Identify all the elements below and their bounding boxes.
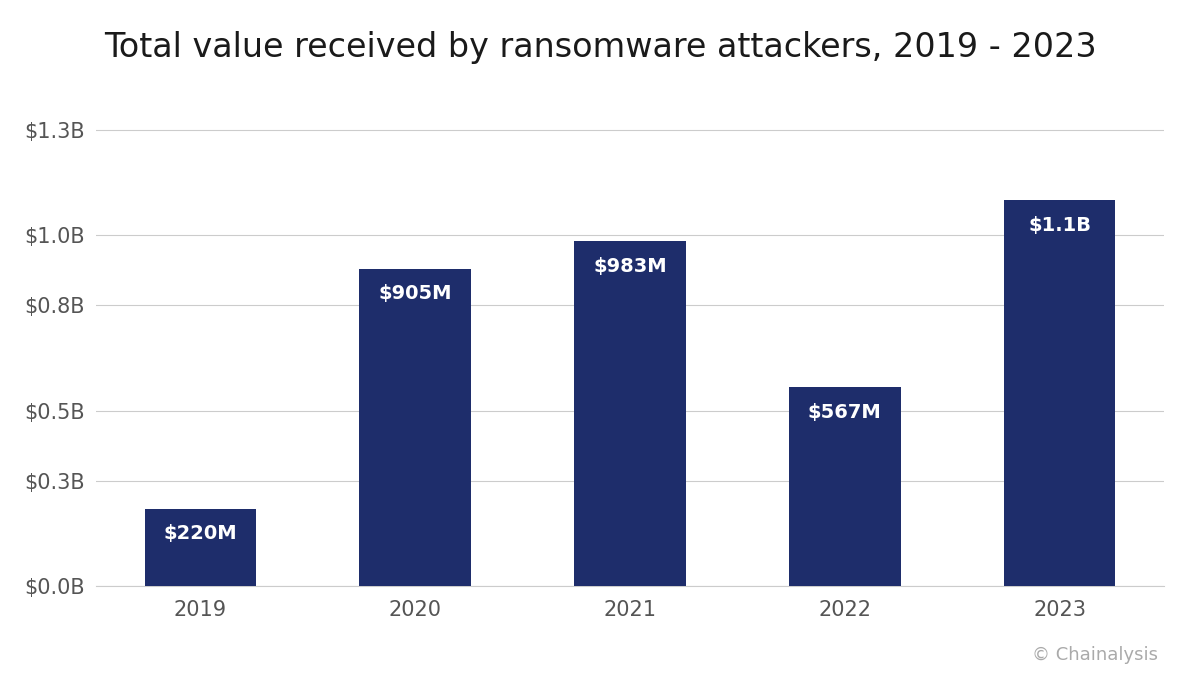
Text: © Chainalysis: © Chainalysis (1032, 646, 1158, 665)
Bar (1003, 200, 1116, 586)
Bar (788, 387, 901, 586)
Text: $1.1B: $1.1B (1028, 216, 1091, 235)
Bar (144, 509, 257, 586)
Bar (574, 241, 686, 586)
Text: $983M: $983M (593, 257, 667, 276)
Text: Total value received by ransomware attackers, 2019 - 2023: Total value received by ransomware attac… (103, 31, 1097, 64)
Text: $567M: $567M (808, 403, 882, 422)
Bar (359, 269, 472, 586)
Text: $220M: $220M (163, 524, 238, 543)
Text: $905M: $905M (378, 285, 452, 304)
